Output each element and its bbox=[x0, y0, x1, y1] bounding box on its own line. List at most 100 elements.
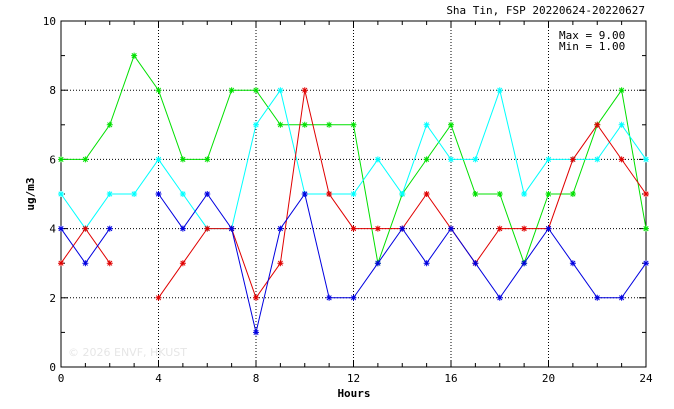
data-point-0 bbox=[228, 87, 235, 94]
data-point-0 bbox=[155, 87, 162, 94]
data-point-1 bbox=[106, 191, 113, 197]
data-point-0 bbox=[618, 87, 625, 94]
data-point-0 bbox=[179, 156, 186, 163]
data-point-1 bbox=[643, 156, 649, 163]
data-point-2 bbox=[643, 191, 649, 197]
y-tick-label: 4 bbox=[49, 223, 56, 236]
data-point-2 bbox=[253, 294, 259, 301]
x-tick-label: 16 bbox=[444, 372, 457, 385]
data-point-3 bbox=[204, 191, 211, 197]
data-point-3 bbox=[374, 260, 381, 267]
data-point-1 bbox=[448, 156, 454, 163]
data-point-2 bbox=[277, 260, 284, 267]
data-point-1 bbox=[155, 156, 162, 163]
data-point-0 bbox=[423, 156, 430, 163]
data-point-2 bbox=[374, 225, 381, 232]
data-point-3 bbox=[106, 225, 113, 232]
data-point-2 bbox=[106, 260, 113, 267]
data-point-3 bbox=[301, 191, 308, 197]
data-point-2 bbox=[155, 294, 162, 301]
data-point-1 bbox=[618, 121, 625, 128]
chart-title: Sha Tin, FSP 20220624-20220627 bbox=[446, 4, 645, 17]
data-point-0 bbox=[350, 121, 357, 128]
data-point-1 bbox=[179, 191, 186, 197]
data-point-0 bbox=[106, 121, 113, 128]
data-point-3 bbox=[277, 225, 284, 232]
data-point-3 bbox=[350, 294, 357, 301]
data-point-2 bbox=[594, 121, 601, 128]
data-point-3 bbox=[399, 225, 406, 232]
data-point-0 bbox=[545, 191, 552, 197]
x-tick-label: 4 bbox=[155, 372, 162, 385]
data-point-1 bbox=[472, 156, 479, 163]
data-point-1 bbox=[58, 191, 64, 197]
watermark: © 2026 ENVF, HKUST bbox=[68, 346, 187, 359]
x-axis-title: Hours bbox=[337, 387, 370, 400]
data-point-3 bbox=[521, 260, 528, 267]
data-point-0 bbox=[82, 156, 89, 163]
data-point-2 bbox=[326, 191, 333, 197]
data-point-2 bbox=[82, 225, 89, 232]
data-point-1 bbox=[496, 87, 503, 94]
data-point-3 bbox=[179, 225, 186, 232]
data-point-2 bbox=[618, 156, 625, 163]
data-point-3 bbox=[448, 225, 454, 232]
data-point-2 bbox=[496, 225, 503, 232]
data-point-2 bbox=[204, 225, 211, 232]
data-point-0 bbox=[58, 156, 64, 163]
data-point-0 bbox=[277, 121, 284, 128]
data-point-1 bbox=[374, 156, 381, 163]
x-tick-label: 12 bbox=[347, 372, 360, 385]
data-point-3 bbox=[618, 294, 625, 301]
data-point-2 bbox=[521, 225, 528, 232]
data-point-1 bbox=[253, 121, 259, 128]
data-point-3 bbox=[423, 260, 430, 267]
data-point-3 bbox=[594, 294, 601, 301]
data-point-2 bbox=[58, 260, 64, 267]
x-tick-label: 8 bbox=[253, 372, 260, 385]
data-point-0 bbox=[496, 191, 503, 197]
data-point-1 bbox=[423, 121, 430, 128]
series-line-2 bbox=[60, 227, 111, 264]
data-point-1 bbox=[131, 191, 138, 197]
y-tick-label: 6 bbox=[49, 153, 56, 166]
data-point-0 bbox=[569, 191, 576, 197]
data-point-0 bbox=[131, 52, 138, 59]
data-point-3 bbox=[58, 225, 64, 232]
data-point-3 bbox=[472, 260, 479, 267]
y-axis-title: ug/m3 bbox=[24, 177, 37, 210]
data-point-3 bbox=[326, 294, 333, 301]
data-point-0 bbox=[301, 121, 308, 128]
data-point-1 bbox=[399, 191, 406, 197]
data-point-2 bbox=[569, 156, 576, 163]
data-point-0 bbox=[643, 225, 649, 232]
data-point-1 bbox=[521, 191, 528, 197]
data-point-3 bbox=[496, 294, 503, 301]
data-point-0 bbox=[204, 156, 211, 163]
data-point-0 bbox=[472, 191, 479, 197]
data-point-3 bbox=[82, 260, 89, 267]
data-point-1 bbox=[277, 87, 284, 94]
data-point-3 bbox=[228, 225, 235, 232]
data-point-3 bbox=[155, 191, 162, 197]
x-tick-label: 20 bbox=[542, 372, 555, 385]
data-point-0 bbox=[253, 87, 259, 94]
data-point-3 bbox=[545, 225, 552, 232]
data-point-3 bbox=[569, 260, 576, 267]
x-tick-label: 24 bbox=[639, 372, 653, 385]
y-tick-label: 10 bbox=[43, 15, 56, 28]
data-point-2 bbox=[301, 87, 308, 94]
y-tick-label: 2 bbox=[49, 292, 56, 305]
data-point-0 bbox=[448, 121, 454, 128]
y-tick-label: 0 bbox=[49, 361, 56, 374]
x-tick-label: 0 bbox=[58, 372, 65, 385]
data-point-2 bbox=[423, 191, 430, 197]
data-point-1 bbox=[594, 156, 601, 163]
data-point-3 bbox=[643, 260, 649, 267]
data-point-1 bbox=[350, 191, 357, 197]
min-label: Min = 1.00 bbox=[559, 40, 625, 53]
data-point-2 bbox=[179, 260, 186, 267]
y-tick-label: 8 bbox=[49, 84, 56, 97]
